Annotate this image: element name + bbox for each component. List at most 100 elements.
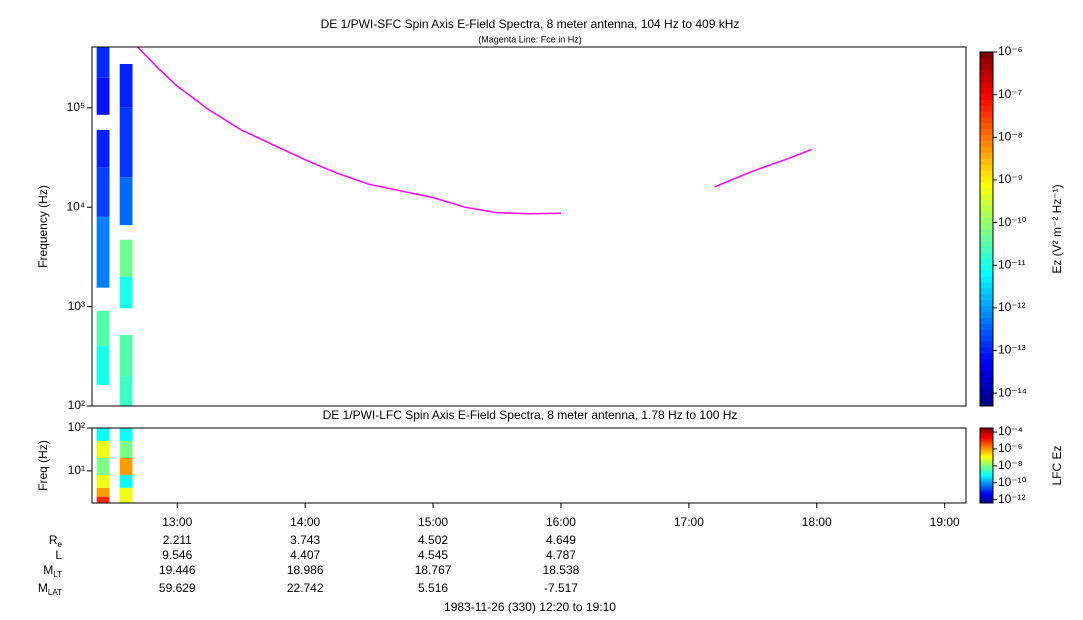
- colorbar-swatch: [980, 434, 993, 436]
- colorbar-swatch: [980, 299, 993, 307]
- colorbar-swatch: [980, 146, 993, 153]
- spectrogram-cell: [96, 487, 110, 497]
- colorbar-swatch: [980, 329, 993, 336]
- colorbar-swatch: [980, 449, 993, 451]
- x-tick-label: 13:00: [162, 515, 192, 529]
- colorbar-swatch: [980, 347, 993, 354]
- colorbar-swatch: [980, 453, 993, 455]
- colorbar-swatch: [980, 438, 993, 440]
- spectrogram-cell: [96, 310, 110, 347]
- ephemeris-label: L: [55, 548, 62, 562]
- ephemeris-value: 18.538: [543, 563, 580, 577]
- spectrogram-cell: [96, 475, 110, 488]
- colorbar-swatch: [980, 376, 993, 383]
- colorbar-swatch: [980, 311, 993, 318]
- colorbar-swatch: [980, 489, 993, 491]
- colorbar-label: Ez (V² m⁻² Hz⁻¹): [1050, 184, 1064, 273]
- colorbar-swatch: [980, 364, 993, 372]
- colorbar-swatch: [980, 456, 993, 459]
- colorbar-frame: [979, 51, 994, 407]
- colorbar-swatch: [980, 199, 993, 206]
- colorbar-swatch: [980, 464, 993, 466]
- colorbar-swatch: [980, 428, 993, 430]
- colorbar-swatch: [980, 436, 993, 439]
- spectrogram-cell: [96, 457, 110, 476]
- colorbar-swatch: [980, 128, 993, 136]
- spectrogram-cell: [96, 47, 110, 78]
- colorbar-swatch: [980, 446, 993, 449]
- colorbar-swatch: [980, 105, 993, 112]
- colorbar-tick-label: 10⁻⁴: [998, 424, 1023, 438]
- colorbar-swatch: [980, 234, 993, 242]
- colorbar-swatch: [980, 443, 993, 445]
- colorbar-tick-label: 10⁻⁶: [998, 441, 1023, 455]
- colorbar-swatch: [980, 400, 993, 407]
- ephemeris-label-sub: LAT: [48, 588, 62, 597]
- colorbar-swatch: [980, 448, 993, 450]
- colorbar-swatch: [980, 205, 993, 212]
- colorbar-swatch: [980, 63, 993, 71]
- y-tick-label: 10⁴: [66, 199, 85, 213]
- colorbar-swatch: [980, 276, 993, 283]
- colorbar-swatch: [980, 252, 993, 259]
- ephemeris-value: 4.545: [418, 548, 448, 562]
- colorbar-swatch: [980, 258, 993, 265]
- x-tick-label: 14:00: [290, 515, 320, 529]
- ephemeris-label-sub: LT: [53, 570, 62, 579]
- chart-title: DE 1/PWI-LFC Spin Axis E-Field Spectra, …: [323, 408, 738, 422]
- colorbar-swatch: [980, 439, 993, 441]
- y-tick-label: 10²: [68, 420, 85, 434]
- colorbar-swatch: [980, 440, 993, 443]
- colorbar-swatch: [980, 394, 993, 401]
- y-tick-label: 10³: [68, 299, 85, 313]
- colorbar-swatch: [980, 293, 993, 301]
- colorbar-swatch: [980, 388, 993, 395]
- colorbar-swatch: [980, 81, 993, 88]
- colorbar-swatch: [980, 288, 993, 295]
- colorbar-swatch: [980, 211, 993, 218]
- colorbar-swatch: [980, 455, 993, 458]
- plot-frame: [91, 46, 967, 407]
- colorbar-swatch: [980, 170, 993, 177]
- spectrogram-cell: [96, 216, 110, 288]
- spectrogram-cell: [119, 334, 133, 377]
- ephemeris-value: 4.649: [546, 533, 576, 547]
- fce-line: [137, 47, 812, 215]
- spectrogram-cell: [96, 167, 110, 217]
- colorbar-swatch: [980, 474, 993, 476]
- colorbar-swatch: [980, 458, 993, 460]
- colorbar-swatch: [980, 479, 993, 481]
- ephemeris-value: 22.742: [287, 581, 324, 595]
- colorbar-swatch: [980, 465, 993, 468]
- colorbar-swatch: [980, 305, 993, 313]
- colorbar-tick-label: 10⁻⁹: [998, 172, 1023, 186]
- colorbar-swatch: [980, 341, 993, 348]
- ephemeris-value: 4.502: [418, 533, 448, 547]
- ephemeris-value: 9.546: [162, 548, 192, 562]
- spectrogram-cell: [119, 63, 133, 108]
- ephemeris-label-main: M: [43, 563, 53, 577]
- colorbar-tick-label: 10⁻⁶: [998, 44, 1023, 58]
- y-tick-label: 10¹: [68, 463, 85, 477]
- colorbar-swatch: [980, 461, 993, 464]
- chart-subtitle: (Magenta Line: Fce in Hz): [478, 34, 582, 44]
- spectrogram-cell: [119, 457, 133, 476]
- colorbar-swatch: [980, 433, 993, 435]
- colorbar-swatch: [980, 495, 993, 498]
- ephemeris-value: 5.516: [418, 581, 448, 595]
- spectrogram-cell: [96, 440, 110, 458]
- colorbar-swatch: [980, 134, 993, 141]
- x-tick-label: 15:00: [418, 515, 448, 529]
- colorbar-swatch: [980, 181, 993, 189]
- colorbar-tick-label: 10⁻⁷: [998, 87, 1022, 101]
- colorbar-swatch: [980, 444, 993, 446]
- y-axis-label: Freq (Hz): [36, 440, 50, 491]
- ephemeris-label: MLAT: [38, 581, 62, 597]
- colorbar-swatch: [980, 491, 993, 494]
- colorbar-swatch: [980, 466, 993, 469]
- ephemeris-label: Re: [49, 533, 63, 549]
- colorbar-swatch: [980, 445, 993, 448]
- colorbar-swatch: [980, 57, 993, 65]
- y-tick-label: 10²: [68, 398, 85, 412]
